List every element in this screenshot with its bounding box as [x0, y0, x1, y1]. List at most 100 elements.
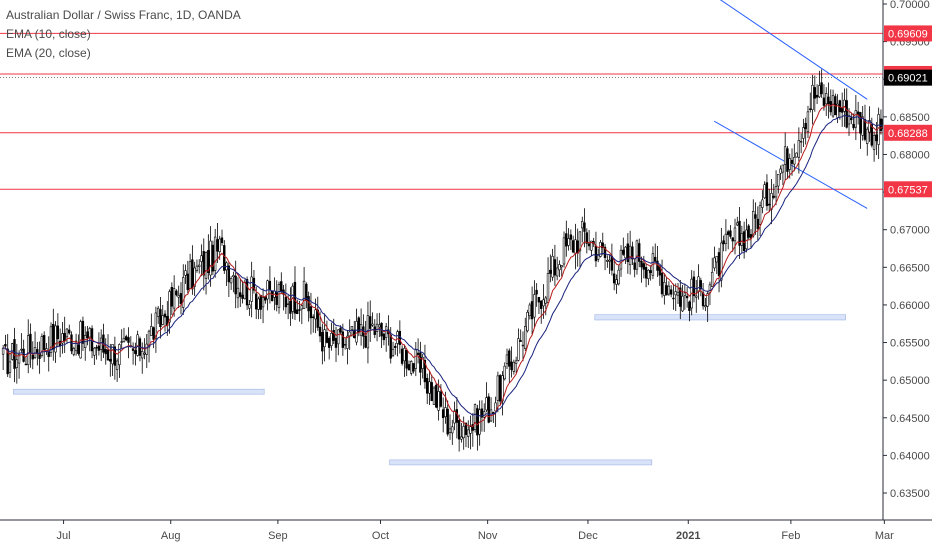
- candle-body: [430, 382, 433, 401]
- candle: [168, 289, 171, 334]
- candle-body: [528, 304, 531, 316]
- candle-body: [740, 233, 743, 246]
- candle: [763, 181, 766, 200]
- candle-body: [615, 279, 618, 285]
- candle: [856, 101, 860, 125]
- candle: [679, 279, 682, 320]
- candle-body: [765, 182, 769, 207]
- candle: [496, 371, 500, 413]
- candle: [733, 218, 737, 255]
- candle: [565, 220, 568, 257]
- candle-body: [763, 184, 766, 199]
- candle-body: [683, 292, 686, 296]
- candle-body: [193, 267, 196, 287]
- candle: [209, 226, 212, 287]
- candle: [676, 283, 680, 305]
- chart-legend: Australian Dollar / Swiss Franc, 1D, OAN…: [6, 6, 241, 63]
- candle-body: [498, 375, 502, 402]
- candle-body: [749, 234, 753, 239]
- candle: [772, 183, 775, 200]
- candle-body: [243, 282, 246, 300]
- candle-body: [284, 296, 288, 308]
- candle: [232, 271, 235, 293]
- candle: [384, 322, 388, 352]
- candle-body: [802, 127, 805, 139]
- candle-body: [781, 164, 785, 173]
- candle: [756, 206, 759, 241]
- candle-body: [339, 327, 342, 333]
- candle: [779, 165, 782, 180]
- candle: [8, 352, 12, 379]
- candle: [715, 256, 718, 275]
- candle-body: [170, 286, 173, 307]
- candle: [533, 280, 536, 328]
- indicator-ema10[interactable]: EMA (10, close): [6, 27, 91, 41]
- candle-body: [793, 157, 796, 165]
- candle: [177, 285, 180, 309]
- level-badge-label: 0.69609: [888, 28, 928, 40]
- candle: [136, 330, 139, 357]
- candle: [469, 415, 472, 450]
- candle-body: [628, 245, 632, 266]
- support-zone-1: [389, 459, 653, 466]
- candle-body: [640, 260, 643, 268]
- candle: [713, 246, 716, 272]
- candle-body: [587, 243, 591, 247]
- candle-body: [195, 265, 199, 271]
- candle: [576, 228, 579, 267]
- candle: [806, 105, 810, 139]
- candle: [428, 371, 431, 406]
- candle: [485, 382, 488, 413]
- candle-body: [480, 408, 484, 418]
- candle: [403, 344, 406, 377]
- candle: [197, 259, 201, 274]
- candle: [649, 265, 652, 281]
- candle-body: [188, 261, 192, 289]
- candle: [40, 333, 44, 358]
- ema-20-path: [3, 99, 932, 417]
- candle: [834, 93, 837, 116]
- candle: [131, 342, 135, 365]
- candle: [692, 270, 696, 303]
- time-axis[interactable]: Jul Aug Sep Oct Nov Dec 2021 Feb Mar: [0, 519, 932, 550]
- support-zones: [13, 314, 846, 466]
- candle-body: [227, 265, 230, 283]
- candle-body: [462, 426, 465, 439]
- candle-body: [49, 326, 53, 353]
- candle-body: [286, 303, 290, 305]
- candle: [280, 272, 283, 294]
- candle-body: [184, 270, 187, 276]
- candle-body: [245, 279, 249, 306]
- candle-body: [840, 108, 844, 113]
- candle: [754, 202, 757, 235]
- current-price-badge: [884, 69, 932, 86]
- candle-body: [599, 242, 602, 257]
- candle-body: [428, 381, 431, 394]
- candle-body: [777, 174, 780, 187]
- candle-body: [448, 428, 452, 433]
- candle: [414, 341, 417, 377]
- candle-body: [464, 422, 468, 435]
- candle-body: [410, 361, 413, 374]
- candle: [391, 341, 395, 358]
- candle-body: [713, 257, 716, 269]
- candle: [628, 230, 632, 275]
- candle-body: [211, 244, 215, 272]
- candle: [65, 328, 69, 344]
- candle: [549, 254, 552, 283]
- candle-body: [341, 331, 345, 348]
- candle: [118, 343, 121, 378]
- symbol-title: Australian Dollar / Swiss Franc, 1D, OAN…: [6, 8, 241, 22]
- indicator-ema20[interactable]: EMA (20, close): [6, 46, 91, 60]
- candle: [184, 264, 187, 284]
- time-tick-label: Mar: [875, 530, 894, 542]
- time-tick-label: Aug: [161, 530, 181, 542]
- candle: [451, 419, 454, 445]
- candle: [93, 346, 96, 365]
- candle-body: [546, 273, 550, 303]
- candle-body: [302, 280, 306, 309]
- candle: [736, 216, 739, 227]
- candle-body: [42, 335, 46, 350]
- candle-body: [330, 332, 333, 347]
